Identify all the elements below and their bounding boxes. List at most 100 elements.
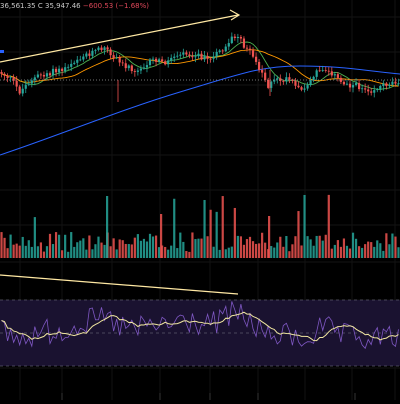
candle-body: [9, 77, 12, 79]
ohlc-close-label: C: [37, 2, 43, 10]
candle-body: [264, 72, 267, 80]
candle-body: [279, 78, 282, 81]
time-axis-ticks: [61, 393, 356, 400]
candle-body: [85, 53, 88, 57]
volume-bar: [176, 248, 179, 258]
candle-body: [88, 53, 91, 56]
volume-bar: [251, 241, 255, 258]
candle-body: [367, 89, 370, 92]
volume-bar: [385, 233, 388, 258]
candle-body: [170, 57, 173, 61]
volume-bar: [282, 246, 285, 258]
candle-body: [351, 85, 355, 88]
volume-bar: [394, 236, 397, 258]
volume-bar: [133, 237, 136, 258]
candle-body: [70, 63, 73, 67]
volume-bar: [139, 240, 143, 258]
candle-body: [248, 48, 252, 51]
volume-bar: [9, 234, 12, 258]
ohlc-legend: 36,561.35 C 35,947.46 −600.53 (−1.68%): [0, 2, 149, 11]
candle-body: [382, 83, 385, 86]
volume-bar: [73, 246, 76, 258]
candle-body: [112, 55, 115, 59]
volume-bar: [33, 217, 36, 258]
volume-bar: [124, 243, 127, 258]
volume-bar: [79, 240, 82, 258]
candle-body: [164, 61, 167, 65]
volume-bar: [221, 196, 224, 258]
volume-bar: [54, 232, 58, 258]
candle-body: [294, 80, 297, 86]
volume-bar: [160, 214, 163, 258]
volume-bar: [268, 216, 271, 258]
candle-body: [127, 65, 130, 69]
candle-body: [379, 85, 382, 90]
candle-body: [357, 83, 361, 90]
candle-body: [339, 77, 343, 82]
candle-body: [233, 36, 236, 39]
candle-body: [148, 59, 152, 66]
volume-bar: [215, 211, 218, 258]
candle-body: [261, 69, 264, 73]
candle-body: [254, 56, 258, 62]
candle-body: [21, 88, 24, 94]
volume-bar: [288, 251, 291, 258]
volume-bar: [15, 243, 18, 258]
candle-body: [176, 55, 179, 57]
candle-body: [48, 73, 52, 76]
volume-bar: [303, 194, 306, 258]
candle-body: [333, 74, 336, 76]
candle-body: [51, 68, 55, 76]
volume-bar: [388, 244, 391, 258]
candle-body: [124, 63, 127, 69]
volume-bar: [297, 211, 300, 258]
volume-bar: [242, 244, 246, 258]
candle-body: [336, 74, 339, 78]
volume-bar: [364, 244, 367, 258]
trendline-arrowhead: [229, 9, 241, 21]
volume-bar: [373, 246, 376, 258]
horizontal-line-icon[interactable]: [0, 50, 4, 53]
volume-bar: [333, 244, 336, 258]
candle-body: [151, 58, 155, 60]
ma-short-line: [1, 41, 399, 90]
candle-body: [161, 59, 164, 62]
volume-bar: [167, 249, 170, 258]
candle-body: [312, 76, 315, 80]
volume-bar: [330, 248, 333, 258]
candle-body: [300, 87, 303, 90]
candle-body: [33, 77, 36, 81]
candle-body: [388, 84, 391, 86]
volume-bar: [379, 243, 382, 258]
volume-bar: [285, 236, 288, 258]
volume-bar: [118, 239, 121, 258]
candle-body: [6, 75, 9, 78]
candle-body: [167, 60, 170, 65]
volume-bar: [136, 234, 139, 258]
volume-bar: [3, 237, 6, 258]
candle-body: [109, 49, 112, 56]
trendline-drawings[interactable]: [0, 9, 241, 295]
candle-body: [133, 71, 136, 72]
candle-body: [91, 50, 94, 56]
volume-bar: [39, 242, 43, 258]
candle-body: [364, 88, 367, 90]
volume-bar: [185, 251, 188, 258]
candle-body: [103, 47, 106, 51]
candle-body: [212, 56, 215, 59]
candle-body: [242, 38, 246, 48]
candle-body: [239, 36, 243, 39]
volume-bar: [309, 239, 312, 258]
candle-body: [24, 84, 27, 89]
candle-body: [106, 47, 109, 50]
volume-bar: [12, 244, 15, 258]
candle-body: [227, 43, 230, 47]
volume-bar: [261, 232, 264, 258]
candle-body: [97, 47, 100, 50]
volume-bar: [127, 244, 130, 258]
volume-bar: [291, 244, 294, 258]
volume-bar: [24, 245, 27, 258]
volume-bar: [21, 236, 24, 258]
